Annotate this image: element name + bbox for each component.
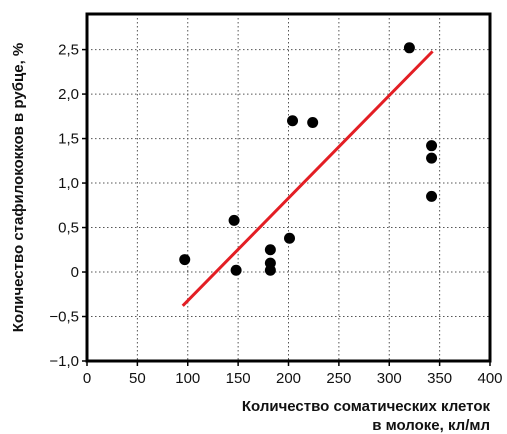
- data-point: [228, 214, 240, 226]
- data-point: [287, 115, 299, 127]
- y-tick-label: 2,5: [58, 42, 79, 59]
- data-points: [179, 42, 438, 276]
- x-axis-title-line-2: в молоке, кл/мл: [372, 417, 490, 434]
- x-tick-label: 350: [427, 370, 452, 387]
- data-point: [426, 190, 438, 202]
- data-point: [426, 152, 438, 164]
- y-tick-label: 1,5: [58, 131, 79, 148]
- y-tick-label: 2,0: [58, 86, 79, 103]
- x-tick-label: 200: [276, 370, 301, 387]
- data-point: [284, 232, 296, 244]
- data-point: [264, 244, 276, 256]
- trendline: [181, 50, 434, 307]
- y-tick-label: 0,5: [58, 220, 79, 237]
- x-tick-label: 0: [83, 370, 91, 387]
- data-point: [179, 254, 191, 266]
- data-point: [403, 42, 415, 54]
- grid-lines: [87, 14, 490, 361]
- x-axis-title-line-1: Количество соматических клеток: [242, 398, 491, 415]
- y-tick-label: 1,0: [58, 175, 79, 192]
- x-tick-label: 300: [377, 370, 402, 387]
- data-point: [230, 264, 242, 276]
- y-axis-title: Количество стафилококков в рубце, %: [10, 43, 27, 333]
- y-tick-label: 0: [71, 264, 79, 281]
- data-point: [264, 264, 276, 276]
- x-tick-label: 50: [129, 370, 146, 387]
- data-point: [307, 117, 319, 129]
- y-tick-label: −0,5: [49, 309, 79, 326]
- x-tick-label: 100: [175, 370, 200, 387]
- x-tick-label: 250: [326, 370, 351, 387]
- y-axis-ticks: −1,0 −0,5 0 0,5 1,0 1,5 2,0 2,5: [49, 42, 87, 370]
- data-point: [426, 140, 438, 152]
- x-tick-label: 150: [226, 370, 251, 387]
- x-tick-label: 400: [477, 370, 502, 387]
- y-tick-label: −1,0: [49, 353, 79, 370]
- x-axis-ticks: 0 50 100 150 200 250 300 350 400: [83, 361, 503, 387]
